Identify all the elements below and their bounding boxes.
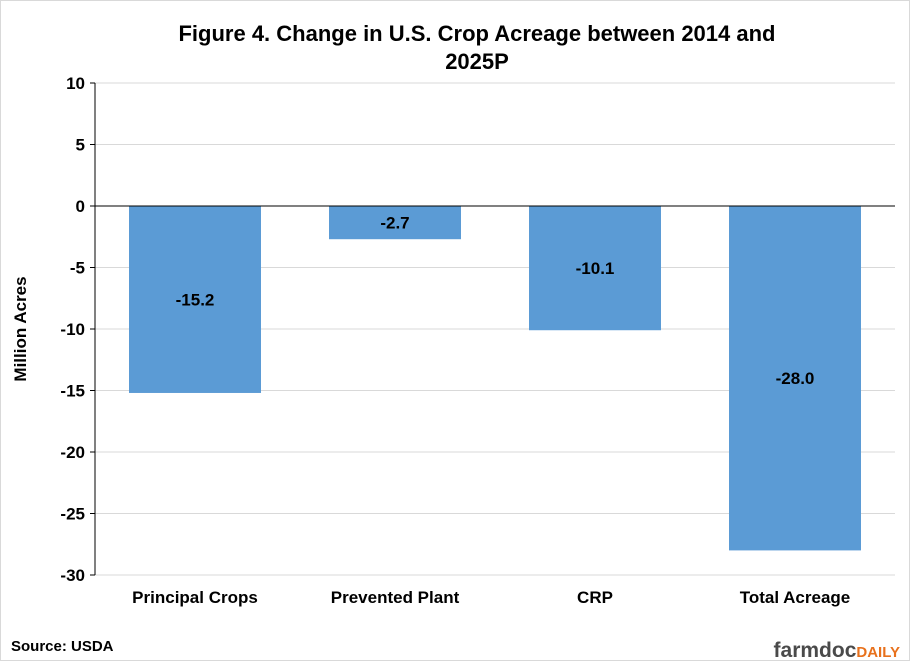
bars	[129, 206, 861, 551]
farmdoc-logo: farmdocDAILY	[774, 639, 900, 660]
source-note: Source: USDA	[11, 638, 114, 655]
chart-title-line2: 2025P	[445, 49, 509, 74]
y-tick-label: -5	[70, 259, 85, 278]
y-tick-labels: 10 5 0 -5 -10 -15 -20 -25 -30	[60, 74, 85, 585]
x-tick-label: CRP	[577, 588, 613, 607]
chart-title-line1: Figure 4. Change in U.S. Crop Acreage be…	[178, 21, 775, 46]
y-tick-label: -10	[60, 320, 85, 339]
y-tick-label: 0	[76, 197, 85, 216]
axes	[90, 82, 895, 576]
bar	[329, 206, 461, 240]
x-tick-labels: Principal Crops Prevented Plant CRP Total A…	[132, 588, 850, 607]
y-tick-label: -25	[60, 505, 85, 524]
y-tick-label: -30	[60, 566, 85, 585]
data-label: -15.2	[176, 290, 215, 309]
data-label: -2.7	[380, 214, 409, 233]
x-tick-label: Principal Crops	[132, 588, 258, 607]
y-tick-label: -20	[60, 443, 85, 462]
x-tick-label: Total Acreage	[740, 588, 851, 607]
bar	[529, 206, 661, 331]
y-tick-label: 10	[66, 74, 85, 93]
y-tick-label: -15	[60, 382, 85, 401]
bar	[729, 206, 861, 551]
data-labels: -15.2 -2.7 -10.1 -28.0	[176, 214, 815, 389]
y-tick-label: 5	[76, 136, 85, 155]
bar	[129, 206, 261, 393]
farmdoc-logo-word: farmdoc	[774, 639, 857, 660]
data-label: -28.0	[776, 369, 815, 388]
y-axis-label: Million Acres	[11, 276, 30, 381]
x-tick-label: Prevented Plant	[331, 588, 460, 607]
data-label: -10.1	[576, 259, 615, 278]
farmdoc-logo-daily: DAILY	[856, 644, 900, 660]
